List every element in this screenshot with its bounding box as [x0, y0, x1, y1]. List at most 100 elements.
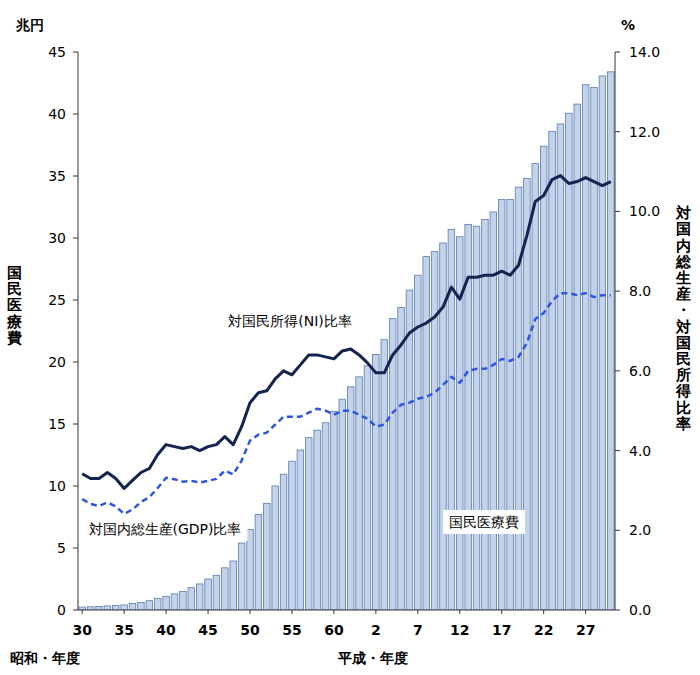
x-tick: [417, 610, 418, 614]
bar: [356, 377, 363, 610]
x-tick-label: 30: [72, 622, 92, 638]
x-tick: [250, 610, 251, 614]
y-tick: [73, 300, 78, 301]
y-axis-title: 国民医療費: [6, 264, 22, 347]
x-tick-label: 40: [156, 622, 176, 638]
bar: [289, 461, 296, 610]
bar: [322, 423, 329, 610]
y2-axis-title: 対国内総生産・対国民所得比率: [675, 204, 692, 433]
bar: [515, 187, 522, 610]
bar: [498, 200, 505, 610]
x-tick: [543, 610, 544, 614]
axes: 0510152025303540450.02.04.06.08.010.012.…: [48, 44, 660, 638]
bar: [599, 76, 606, 610]
bar: [146, 601, 153, 610]
x-axis-line: [78, 610, 615, 611]
y-tick-label: 25: [48, 292, 66, 308]
bar: [104, 606, 111, 610]
bar: [373, 355, 380, 610]
x-tick: [291, 610, 292, 614]
series-label: 対国内総生産(GDP)比率: [89, 521, 242, 537]
bar: [255, 515, 262, 610]
x-tick-label: 35: [114, 622, 133, 638]
bar: [129, 604, 136, 610]
bar: [196, 584, 203, 610]
bar: [138, 602, 145, 610]
y2-tick: [615, 450, 620, 451]
x-tick: [82, 610, 83, 614]
bar: [154, 598, 161, 610]
label-box: [83, 517, 248, 541]
bar: [205, 579, 212, 610]
chart: 0510152025303540450.02.04.06.08.010.012.…: [0, 0, 700, 675]
y2-tick: [615, 211, 620, 212]
y2-tick-label: 6.0: [629, 363, 651, 379]
y2-tick-label: 10.0: [629, 203, 660, 219]
bar: [557, 124, 564, 610]
bar: [591, 87, 598, 610]
x-tick-label: 2: [371, 622, 381, 638]
bar: [264, 503, 271, 610]
x-axis-title: 平成・年度: [337, 650, 408, 666]
y-tick-label: 10: [48, 478, 66, 494]
y-tick-label: 0: [57, 602, 66, 618]
y-tick: [73, 548, 78, 549]
bar: [163, 596, 170, 610]
y-tick-label: 15: [48, 416, 66, 432]
series-label: 対国民所得(NI)比率: [228, 313, 352, 329]
y2-unit: %: [621, 17, 635, 33]
bar: [339, 399, 346, 610]
y-tick-label: 40: [48, 106, 66, 122]
y2-tick: [615, 131, 620, 132]
bar: [582, 85, 589, 610]
y2-tick: [615, 370, 620, 371]
y-tick: [73, 362, 78, 363]
y2-tick: [615, 530, 620, 531]
y2-tick-label: 14.0: [629, 44, 660, 60]
y2-tick: [615, 52, 620, 53]
y2-tick: [615, 610, 620, 611]
bar: [381, 340, 388, 610]
y-tick: [73, 114, 78, 115]
bar: [490, 212, 497, 610]
x-tick-label: 50: [240, 622, 260, 638]
x-tick: [166, 610, 167, 614]
x-tick: [333, 610, 334, 614]
bar: [608, 72, 615, 610]
x-tick: [585, 610, 586, 614]
bar: [238, 543, 245, 610]
bar: [96, 606, 103, 610]
bar: [347, 387, 354, 610]
bar: [305, 438, 312, 610]
line: [82, 176, 611, 489]
x-tick-label: 12: [450, 622, 469, 638]
y2-tick-label: 12.0: [629, 124, 660, 140]
bar: [222, 568, 229, 610]
bar: [364, 366, 371, 610]
x-tick: [501, 610, 502, 614]
bar: [213, 575, 220, 610]
y-axis-line: [78, 52, 79, 610]
y-tick: [73, 424, 78, 425]
y2-axis-line: [615, 52, 616, 610]
y2-tick-label: 8.0: [629, 283, 651, 299]
y-tick-label: 35: [48, 168, 66, 184]
x-tick-label: 22: [534, 622, 553, 638]
bar: [398, 307, 405, 610]
bar: [314, 430, 321, 610]
y-tick: [73, 610, 78, 611]
bar: [331, 412, 338, 610]
bar: [280, 474, 287, 610]
bar: [188, 588, 195, 610]
bar: [507, 200, 514, 610]
bar: [482, 219, 489, 610]
line: [82, 293, 611, 514]
y-unit: 兆円: [15, 17, 44, 33]
bar: [566, 113, 573, 610]
y-tick: [73, 176, 78, 177]
bar: [272, 486, 279, 610]
y-tick-label: 20: [48, 354, 66, 370]
y-tick-label: 45: [48, 44, 66, 60]
bar: [171, 594, 178, 610]
x-tick-label: 55: [282, 622, 301, 638]
